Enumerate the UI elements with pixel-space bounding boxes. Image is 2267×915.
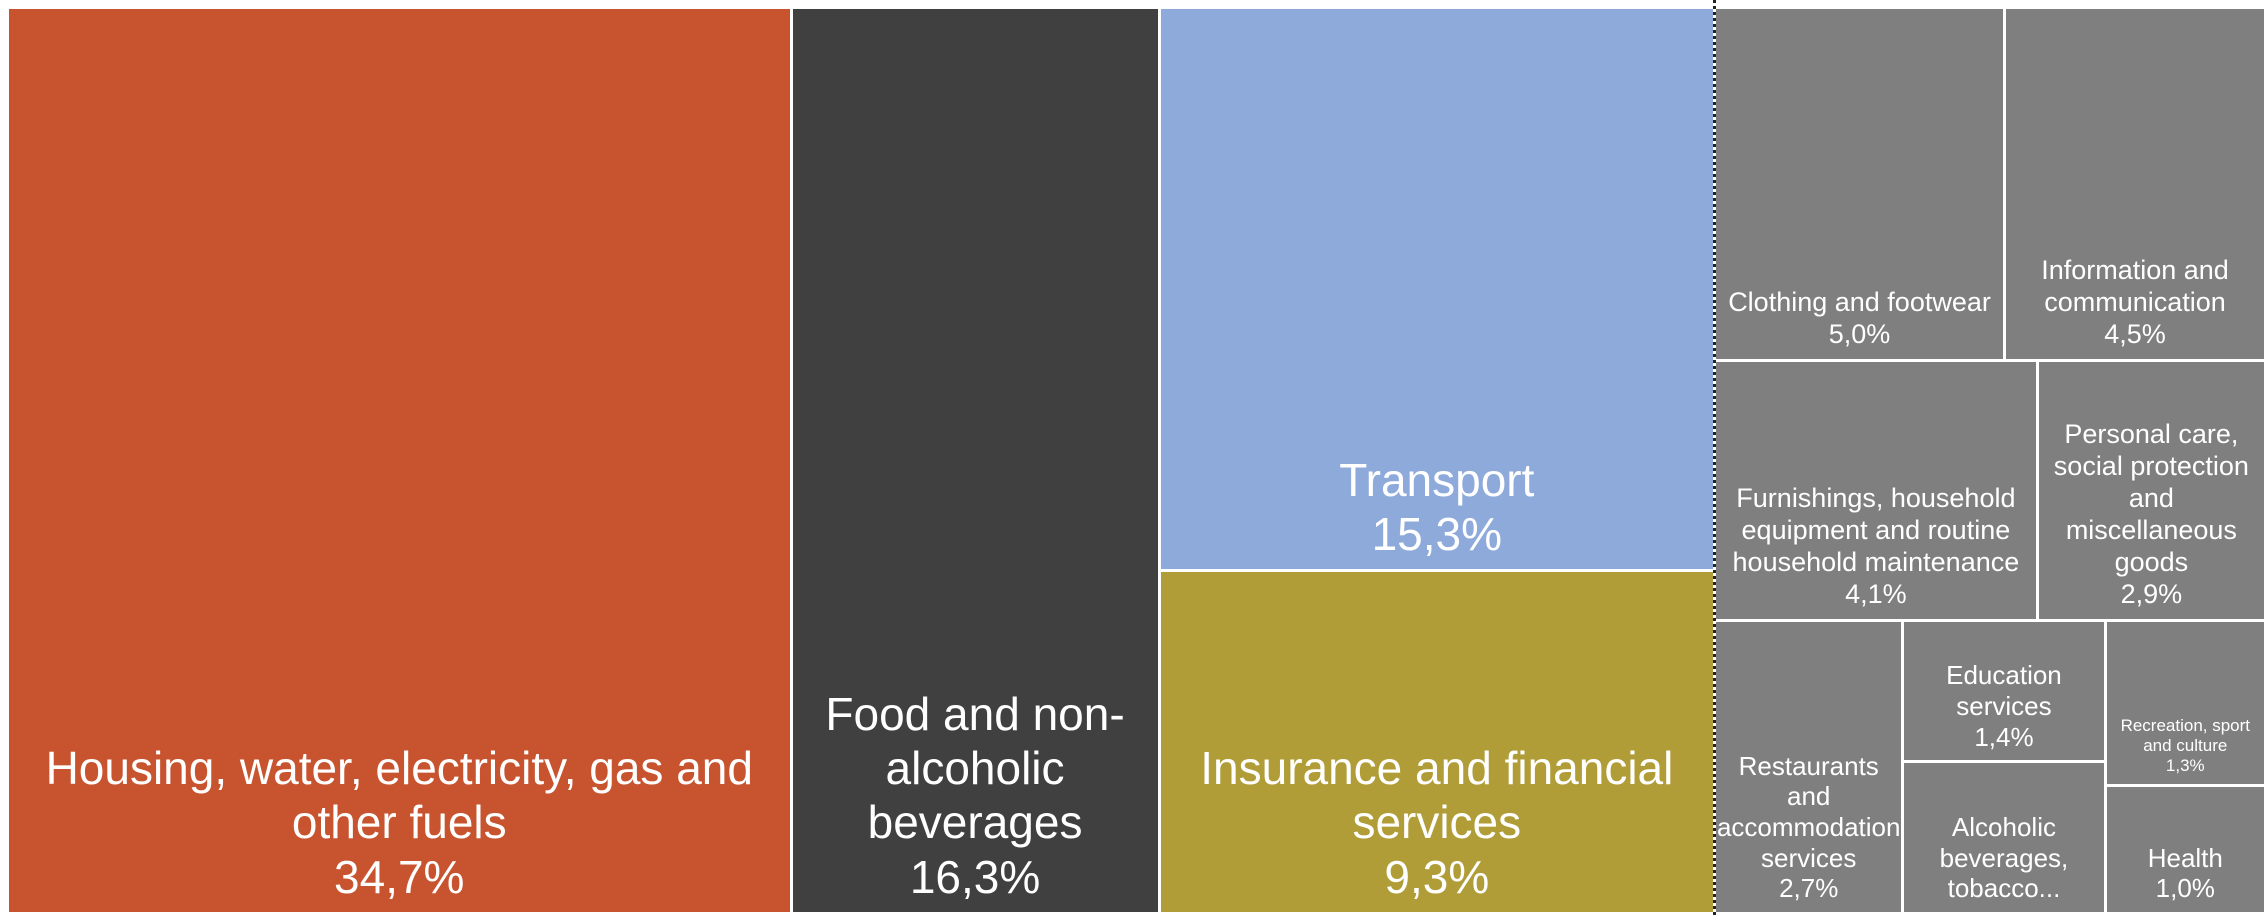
cell-label: Clothing and footwear [1728, 287, 1991, 318]
cell-label: Furnishings, household equipment and rou… [1732, 483, 2020, 577]
cell-value: 1,4% [1974, 721, 2034, 752]
cell-label: Food and non-alcoholic beverages [825, 687, 1125, 849]
cell-value: 9,3% [1384, 850, 1490, 903]
cell-label: Insurance and financial services [1200, 742, 1674, 849]
treemap-cell: Transport 15,3% [1160, 9, 1714, 570]
treemap-cell: Education services 1,4% [1904, 621, 2104, 761]
treemap-cell: Health 1,0% [2106, 787, 2264, 912]
treemap-cell: Clothing and footwear 5,0% [1716, 9, 2004, 359]
cell-label: Information and communication [2041, 255, 2229, 318]
treemap-cell: Housing, water, electricity, gas and oth… [9, 9, 790, 912]
treemap-cell: Information and communication 4,5% [2006, 9, 2264, 359]
cell-value: 34,7% [334, 850, 465, 903]
cell-value: 4,5% [2104, 318, 2166, 349]
cell-value: 5,0% [1828, 318, 1891, 349]
cell-label: Alcoholic beverages, tobacco... [1939, 811, 2069, 904]
cell-value: 16,3% [909, 850, 1041, 903]
treemap-cell: Food and non-alcoholic beverages 16,3% [792, 9, 1158, 912]
cell-label: Housing, water, electricity, gas and oth… [45, 742, 753, 849]
treemap-cell: Furnishings, household equipment and rou… [1716, 361, 2036, 619]
cell-value: 2,7% [1779, 873, 1839, 904]
treemap-cell: Recreation, sport and culture 1,3% [2106, 621, 2264, 785]
cell-value: 1,0% [2155, 873, 2215, 904]
cell-value: 2,9% [2120, 578, 2183, 609]
cell-label: Education services [1946, 660, 2062, 721]
cell-label: Transport [1339, 453, 1535, 506]
cell-value: 4,1% [1845, 578, 1907, 609]
treemap-cell: Personal care, social protection and mis… [2038, 361, 2264, 619]
treemap-cell: Alcoholic beverages, tobacco... [1904, 763, 2104, 912]
cell-value: 1,3% [2165, 756, 2205, 776]
cell-label: Restaurants and accommodation services [1716, 750, 1901, 873]
cell-label: Health [2147, 842, 2223, 873]
divider [1713, 0, 1717, 915]
cell-value: 15,3% [1371, 508, 1503, 561]
treemap-cell: Insurance and financial services 9,3% [1160, 572, 1714, 912]
treemap-cell: Restaurants and accommodation services 2,… [1716, 621, 1902, 912]
cell-label: Recreation, sport and culture [2120, 716, 2251, 756]
cell-label: Personal care, social protection and mis… [2053, 419, 2249, 577]
